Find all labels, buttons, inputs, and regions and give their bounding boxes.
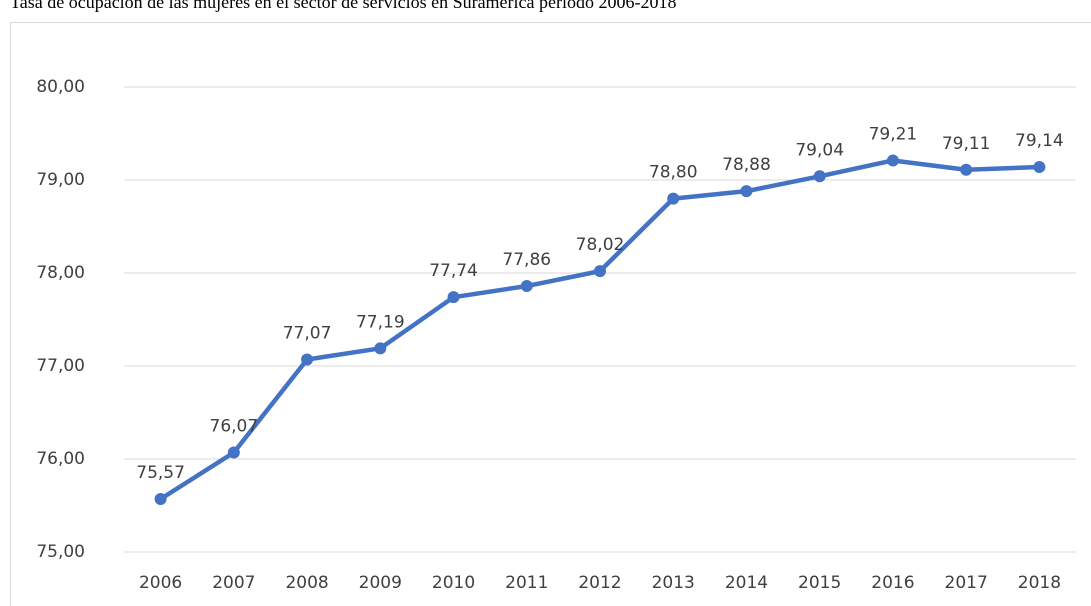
- data-label: 75,57: [136, 463, 185, 483]
- data-point: [594, 265, 606, 278]
- y-tick-label: 77,00: [36, 356, 85, 376]
- chart-border: [10, 22, 1091, 606]
- y-tick-label: 80,00: [36, 77, 85, 97]
- y-tick-label: 75,00: [36, 542, 85, 562]
- data-point: [886, 154, 899, 167]
- x-tick-label: 2007: [212, 573, 255, 593]
- y-tick-label: 78,00: [36, 263, 85, 283]
- data-point: [667, 192, 680, 205]
- x-tick-label: 2014: [725, 573, 768, 593]
- data-label: 77,19: [356, 312, 405, 332]
- data-point: [227, 446, 240, 459]
- data-point: [447, 291, 460, 304]
- x-tick-label: 2011: [505, 573, 548, 593]
- data-point: [960, 163, 973, 176]
- data-point: [740, 185, 753, 198]
- data-label: 77,07: [283, 323, 332, 343]
- data-point: [813, 170, 826, 183]
- x-tick-label: 2008: [285, 573, 328, 593]
- data-point: [154, 492, 167, 505]
- data-label: 76,07: [210, 416, 259, 436]
- data-point: [520, 280, 533, 293]
- data-label: 77,86: [502, 250, 551, 270]
- x-tick-label: 2012: [578, 573, 621, 593]
- data-point: [1033, 160, 1046, 173]
- x-tick-label: 2015: [798, 573, 841, 593]
- x-tick-label: 2016: [871, 573, 914, 593]
- x-tick-label: 2010: [432, 573, 475, 593]
- data-label: 78,80: [649, 163, 698, 183]
- data-label: 78,88: [722, 155, 771, 175]
- y-tick-label: 76,00: [36, 449, 85, 469]
- data-label: 78,02: [576, 235, 625, 255]
- data-point: [374, 342, 387, 355]
- x-tick-label: 2017: [945, 573, 988, 593]
- y-tick-label: 79,00: [36, 170, 85, 190]
- data-label: 79,14: [1015, 131, 1064, 151]
- x-tick-label: 2006: [139, 573, 182, 593]
- x-tick-label: 2018: [1018, 573, 1061, 593]
- chart-title: Tasa de ocupación de las mujeres en el s…: [10, 0, 677, 12]
- x-tick-label: 2009: [359, 573, 402, 593]
- x-tick-label: 2013: [652, 573, 695, 593]
- data-label: 77,74: [429, 261, 478, 281]
- data-label: 79,21: [869, 124, 918, 144]
- data-label: 79,04: [795, 140, 844, 160]
- data-label: 79,11: [942, 134, 991, 154]
- data-point: [301, 353, 314, 366]
